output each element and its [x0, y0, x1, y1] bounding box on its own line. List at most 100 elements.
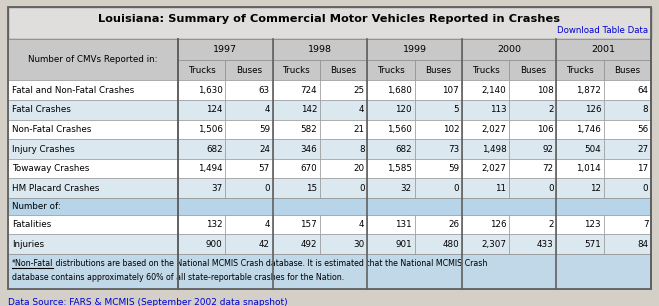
Bar — [178, 80, 225, 100]
Bar — [509, 60, 556, 80]
Text: 1,872: 1,872 — [576, 86, 601, 95]
Bar — [8, 215, 178, 234]
Text: 1997: 1997 — [214, 45, 237, 54]
Text: 1,498: 1,498 — [482, 144, 507, 154]
Text: 5: 5 — [453, 105, 459, 114]
Text: 670: 670 — [301, 164, 317, 173]
Bar — [462, 60, 509, 80]
Text: Download Table Data: Download Table Data — [557, 26, 648, 35]
Bar — [462, 178, 509, 198]
Bar — [320, 139, 367, 159]
Bar — [415, 100, 462, 120]
Bar — [273, 234, 320, 254]
Text: Buses: Buses — [425, 66, 451, 75]
Text: 15: 15 — [306, 184, 317, 193]
Bar — [320, 234, 367, 254]
Text: *Non-Fatal: *Non-Fatal — [12, 259, 53, 268]
Text: 2: 2 — [548, 105, 554, 114]
Text: 0: 0 — [453, 184, 459, 193]
Text: 2000: 2000 — [497, 45, 521, 54]
Text: 2,027: 2,027 — [482, 164, 507, 173]
Bar — [415, 234, 462, 254]
Bar — [462, 80, 509, 100]
Text: Fatalities: Fatalities — [12, 220, 51, 229]
Text: 59: 59 — [448, 164, 459, 173]
Text: 0: 0 — [643, 184, 648, 193]
Bar — [273, 120, 320, 139]
Bar — [462, 39, 556, 60]
Bar — [415, 159, 462, 178]
Text: 37: 37 — [212, 184, 223, 193]
Bar — [462, 100, 509, 120]
Text: 107: 107 — [442, 86, 459, 95]
Bar — [509, 139, 556, 159]
Bar — [462, 139, 509, 159]
Bar — [320, 120, 367, 139]
Bar — [604, 178, 651, 198]
Bar — [509, 215, 556, 234]
Text: 73: 73 — [448, 144, 459, 154]
Text: Buses: Buses — [614, 66, 641, 75]
Text: Louisiana: Summary of Commercial Motor Vehicles Reported in Crashes: Louisiana: Summary of Commercial Motor V… — [98, 14, 561, 24]
Bar — [8, 159, 178, 178]
Bar — [320, 100, 367, 120]
Bar — [178, 159, 225, 178]
Bar — [273, 60, 320, 80]
Bar — [273, 100, 320, 120]
Text: HM Placard Crashes: HM Placard Crashes — [12, 184, 100, 193]
Text: 108: 108 — [537, 86, 554, 95]
Text: Trucks: Trucks — [472, 66, 500, 75]
Text: 20: 20 — [353, 164, 364, 173]
Bar — [273, 215, 320, 234]
Bar — [367, 234, 415, 254]
Text: 1,585: 1,585 — [387, 164, 412, 173]
Bar — [273, 178, 320, 198]
Bar — [8, 39, 178, 80]
Text: 27: 27 — [637, 144, 648, 154]
Bar — [415, 120, 462, 139]
Bar — [320, 159, 367, 178]
Bar — [367, 139, 415, 159]
Bar — [509, 100, 556, 120]
Bar — [604, 215, 651, 234]
Bar — [556, 120, 604, 139]
Text: Number of CMVs Reported in:: Number of CMVs Reported in: — [28, 55, 158, 64]
Text: 4: 4 — [359, 105, 364, 114]
Bar — [604, 120, 651, 139]
Bar — [604, 139, 651, 159]
Bar — [320, 178, 367, 198]
Text: 11: 11 — [496, 184, 507, 193]
Text: 113: 113 — [490, 105, 507, 114]
Text: 0: 0 — [548, 184, 554, 193]
Bar — [462, 120, 509, 139]
Text: 1,494: 1,494 — [198, 164, 223, 173]
Text: Non-Fatal Crashes: Non-Fatal Crashes — [12, 125, 91, 134]
Text: 92: 92 — [543, 144, 554, 154]
Text: Buses: Buses — [520, 66, 546, 75]
Bar — [415, 178, 462, 198]
Text: 1,680: 1,680 — [387, 86, 412, 95]
Bar — [367, 39, 462, 60]
Bar — [225, 215, 273, 234]
Bar — [604, 159, 651, 178]
Bar — [8, 178, 178, 198]
Bar — [367, 120, 415, 139]
Bar — [415, 80, 462, 100]
Text: 157: 157 — [301, 220, 317, 229]
Text: 2,027: 2,027 — [482, 125, 507, 134]
Text: 0: 0 — [359, 184, 364, 193]
Bar — [225, 60, 273, 80]
Text: 4: 4 — [264, 220, 270, 229]
Bar — [8, 80, 178, 100]
Text: Fatal Crashes: Fatal Crashes — [12, 105, 71, 114]
Bar — [556, 234, 604, 254]
Text: 126: 126 — [585, 105, 601, 114]
Bar — [178, 178, 225, 198]
Bar — [320, 215, 367, 234]
Text: 124: 124 — [206, 105, 223, 114]
Bar — [415, 139, 462, 159]
Text: 132: 132 — [206, 220, 223, 229]
Bar — [462, 234, 509, 254]
Bar — [178, 120, 225, 139]
Text: Towaway Crashes: Towaway Crashes — [12, 164, 89, 173]
